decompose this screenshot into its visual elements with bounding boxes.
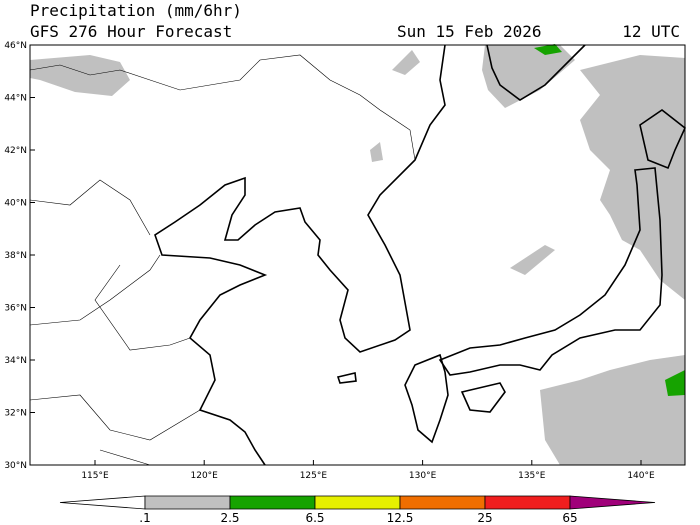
lat-axis: 30°N 32°N 34°N 36°N 38°N 40°N 42°N 44°N 46°N bbox=[4, 41, 35, 471]
precip-area-heavy bbox=[665, 370, 685, 396]
colorbar-label: 25 bbox=[477, 511, 492, 525]
precip-area-heavy bbox=[534, 44, 562, 55]
map: 30°N 32°N 34°N 36°N 38°N 40°N 42°N 44°N 46°N 115… bbox=[4, 41, 686, 481]
subtitle: GFS 276 Hour Forecast bbox=[30, 22, 232, 41]
colorbar-label: 6.5 bbox=[305, 511, 324, 525]
lon-label: 140°E bbox=[627, 471, 655, 481]
coastline bbox=[486, 44, 586, 101]
colorbar-segment bbox=[569, 495, 656, 510]
valid-date: Sun 15 Feb 2026 bbox=[397, 22, 542, 41]
lat-label: 44°N bbox=[4, 94, 27, 104]
lat-label: 42°N bbox=[4, 146, 27, 156]
colorbar-label: 12.5 bbox=[387, 511, 414, 525]
coastline bbox=[154, 44, 446, 466]
colorbar-segment bbox=[144, 495, 231, 510]
lat-label: 46°N bbox=[4, 41, 27, 51]
colorbar-label: 65 bbox=[562, 511, 577, 525]
lat-label: 36°N bbox=[4, 304, 27, 314]
valid-time: 12 UTC bbox=[622, 22, 680, 41]
precip-area bbox=[510, 245, 555, 275]
lat-label: 40°N bbox=[4, 199, 27, 209]
colorbar-segment bbox=[229, 495, 316, 510]
precip-area bbox=[580, 55, 685, 300]
precip-area bbox=[30, 55, 130, 96]
coastline bbox=[639, 109, 686, 170]
lon-label: 135°E bbox=[518, 471, 546, 481]
map-frame bbox=[29, 44, 686, 466]
lon-label: 115°E bbox=[81, 471, 109, 481]
title: Precipitation (mm/6hr) bbox=[30, 1, 242, 20]
coastline bbox=[336, 372, 357, 384]
lat-label: 34°N bbox=[4, 356, 27, 366]
colorbar-segment bbox=[314, 495, 401, 510]
colorbar-segment bbox=[484, 495, 571, 510]
colorbar-segment bbox=[399, 495, 486, 510]
border bbox=[29, 54, 416, 161]
lat-label: 30°N bbox=[4, 461, 27, 471]
precip-area bbox=[392, 50, 420, 75]
coastline bbox=[438, 167, 663, 376]
border bbox=[29, 179, 201, 466]
precip-area bbox=[482, 45, 575, 108]
lon-axis: 115°E 120°E 125°E 130°E 135°E 140°E bbox=[81, 460, 655, 481]
lat-label: 38°N bbox=[4, 251, 27, 261]
lon-label: 125°E bbox=[300, 471, 328, 481]
colorbar-segment bbox=[59, 495, 146, 510]
colorbar-label: 2.5 bbox=[220, 511, 239, 525]
colorbar: .1 2.5 6.5 12.5 25 65 bbox=[59, 495, 656, 525]
precip-area bbox=[370, 142, 383, 162]
precip-area bbox=[540, 355, 685, 465]
lon-label: 130°E bbox=[409, 471, 437, 481]
lat-label: 32°N bbox=[4, 409, 27, 419]
lon-label: 120°E bbox=[191, 471, 219, 481]
coastline bbox=[460, 382, 506, 413]
colorbar-label: .1 bbox=[139, 511, 150, 525]
